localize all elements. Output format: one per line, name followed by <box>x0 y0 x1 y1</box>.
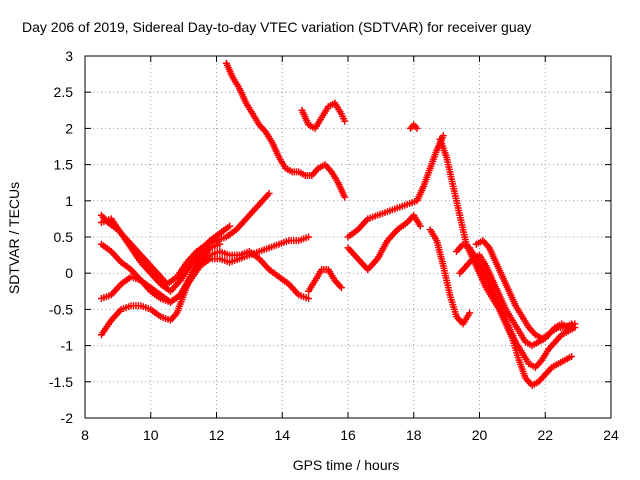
x-tick-label: 16 <box>340 427 356 443</box>
y-tick-label: 0 <box>65 265 73 281</box>
data-point <box>337 284 345 292</box>
series-track-6 <box>222 59 349 201</box>
x-tick-label: 8 <box>81 427 89 443</box>
series-track-5 <box>97 233 313 306</box>
y-tick-label: 1 <box>65 193 73 209</box>
series-track-11 <box>406 121 421 132</box>
y-tick-label: 2 <box>65 120 73 136</box>
data-point <box>466 309 474 317</box>
data-point <box>341 193 349 201</box>
x-tick-label: 24 <box>603 427 619 443</box>
series-track-8 <box>305 266 345 295</box>
data-layer <box>97 59 579 389</box>
x-tick-label: 10 <box>143 427 159 443</box>
data-point <box>226 222 234 230</box>
y-tick-label: -1 <box>61 338 74 354</box>
y-tick-label: 2.5 <box>54 84 74 100</box>
y-tick-label: -2 <box>61 410 74 426</box>
series-track-3 <box>97 215 234 295</box>
x-axis-label: GPS time / hours <box>293 457 400 473</box>
data-point <box>305 295 313 303</box>
data-point <box>568 352 576 360</box>
x-tick-label: 14 <box>274 427 290 443</box>
data-point <box>413 124 421 132</box>
data-point <box>439 132 447 140</box>
chart-title: Day 206 of 2019, Sidereal Day-to-day VTE… <box>22 19 531 35</box>
y-tick-label: 3 <box>65 48 73 64</box>
x-tick-label: 12 <box>209 427 225 443</box>
series-track-7 <box>298 99 349 132</box>
x-tick-label: 18 <box>406 427 422 443</box>
y-axis-label: SDTVAR / TECUs <box>6 182 22 294</box>
x-tick-label: 22 <box>537 427 553 443</box>
data-point <box>341 117 349 125</box>
series-track-9 <box>344 132 447 241</box>
y-tick-label: -1.5 <box>49 374 73 390</box>
data-point <box>265 190 273 198</box>
series-track-16 <box>472 237 579 342</box>
series-track-12 <box>426 226 474 328</box>
y-tick-label: 0.5 <box>54 229 74 245</box>
data-point <box>416 222 424 230</box>
y-tick-label: 1.5 <box>54 157 74 173</box>
tick-layer: 8 10 12 14 16 18 20 22 24 -2 -1.5 -1 -0.5 0 0.5 1 1.5 2 2.… <box>49 48 619 443</box>
y-tick-label: -0.5 <box>49 301 73 317</box>
series-track-13 <box>436 135 576 389</box>
series-track-10 <box>344 211 424 274</box>
data-point <box>216 240 224 248</box>
x-tick-label: 20 <box>472 427 488 443</box>
data-point <box>305 233 313 241</box>
data-point <box>571 320 579 328</box>
